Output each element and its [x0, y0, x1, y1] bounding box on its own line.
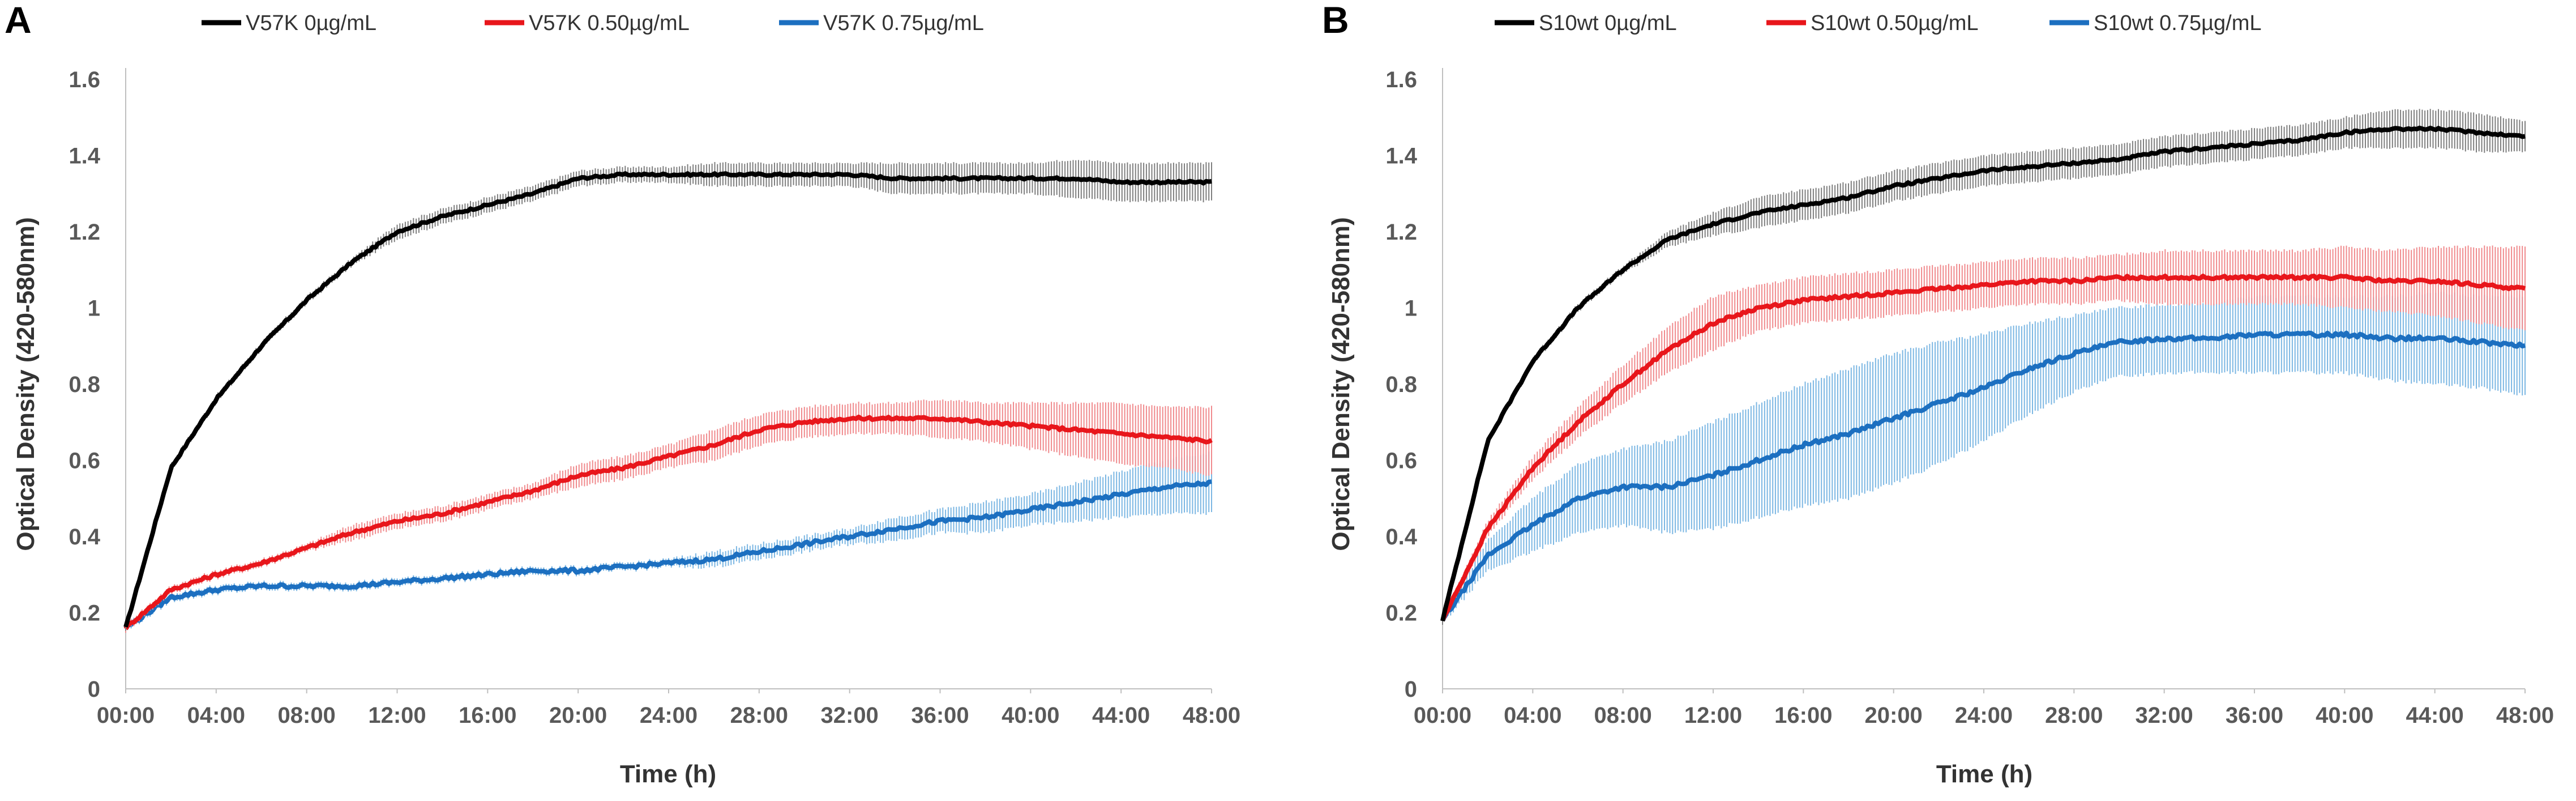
panel-b-x-tick-label: 20:00	[1865, 703, 1923, 728]
panel-b-legend-label: S10wt 0.75µg/mL	[2094, 11, 2262, 35]
panel-a-y-tick-label: 0.8	[69, 372, 100, 397]
panel-b-x-tick-label: 28:00	[2045, 703, 2103, 728]
panel-letter-a: A	[5, 0, 32, 41]
panel-a-x-tick-label: 36:00	[911, 703, 969, 728]
panel-b-y-tick-label: 0.8	[1385, 372, 1417, 397]
panel-a-legend-label: V57K 0µg/mL	[246, 11, 376, 35]
panel-a-series-1-line	[123, 171, 1212, 628]
panel-b-y-tick-label: 1.2	[1385, 220, 1417, 245]
panel-b-x-tick-label: 04:00	[1504, 703, 1561, 728]
panel-b-series-3-error-bars	[1442, 292, 2526, 624]
panel-a-x-tick-label: 08:00	[278, 703, 336, 728]
panel-b-legend-item-1: S10wt 0µg/mL	[1495, 11, 1677, 35]
panel-b-legend-label: S10wt 0µg/mL	[1539, 11, 1677, 35]
panel-a-series-2-line	[123, 414, 1213, 630]
panel-a-series-3-error-bar-set	[125, 451, 1212, 633]
panel-a-y-tick-label: 0.6	[69, 449, 100, 474]
panel-a-x-tick-label: 16:00	[459, 703, 516, 728]
panel-b-x-tick-label: 16:00	[1774, 703, 1832, 728]
panel-a-y-tick-label: 0	[88, 677, 100, 702]
panel-a-x-tick-label: 00:00	[97, 703, 155, 728]
panel-a-x-tick-label: 12:00	[368, 703, 426, 728]
panel-b-y-tick-label: 0.4	[1385, 525, 1417, 549]
panel-a-x-tick-label: 20:00	[549, 703, 607, 728]
panel-b-series-3-error-bar-set	[1442, 292, 2526, 624]
panel-a-legend-item-2: V57K 0.50µg/mL	[485, 11, 690, 35]
panel-b-legend-item-3: S10wt 0.75µg/mL	[2049, 11, 2262, 35]
panel-a-x-tick-label: 28:00	[730, 703, 788, 728]
panel-a-x-tick-label: 48:00	[1183, 703, 1240, 728]
panel-b-legend-label: S10wt 0.50µg/mL	[1811, 11, 1979, 35]
panel-b-x-tick-label: 24:00	[1955, 703, 2013, 728]
panel-b-x-axis-title: Time (h)	[1936, 760, 2032, 788]
panel-a-y-tick-label: 1	[88, 296, 100, 321]
panel-a-legend-item-3: V57K 0.75µg/mL	[779, 11, 984, 35]
panel-a-y-tick-label: 0.4	[69, 525, 100, 549]
panel-a-chart: A V57K 0µg/mL V57K 0.50µg/mL V57K 0.75µg/m…	[5, 0, 1240, 788]
panel-a-legend: V57K 0µg/mL V57K 0.50µg/mL V57K 0.75µg/mL	[202, 11, 984, 35]
panel-a-legend-label: V57K 0.75µg/mL	[823, 11, 984, 35]
panel-b-y-tick-label: 0.2	[1385, 601, 1417, 626]
panel-b-y-tick-label: 0	[1405, 677, 1417, 702]
panel-a-y-axis-title: Optical Density (420-580nm)	[12, 217, 40, 551]
panel-a-x-tick-label: 44:00	[1092, 703, 1150, 728]
panel-b-y-tick-label: 1.6	[1385, 67, 1417, 92]
panel-b-x-tick-label: 48:00	[2496, 703, 2554, 728]
panel-b-x-tick-label: 08:00	[1594, 703, 1652, 728]
panel-b-y-axis-title: Optical Density (420-580nm)	[1327, 217, 1355, 551]
panel-b-x-tick-label: 36:00	[2226, 703, 2283, 728]
panel-b-x-tick-label: 40:00	[2316, 703, 2373, 728]
panel-b-series-1-line	[1440, 125, 2526, 622]
panel-a-x-tick-label: 32:00	[821, 703, 879, 728]
panel-b-x-tick-label: 32:00	[2136, 703, 2193, 728]
panel-b-x-tick-label: 44:00	[2406, 703, 2464, 728]
panel-a-x-tick-label: 04:00	[187, 703, 245, 728]
panel-b-y-tick-label: 1	[1405, 296, 1417, 321]
panel-a-y-tick-label: 0.2	[69, 601, 100, 626]
panel-b-series-3-line	[1440, 330, 2526, 621]
panel-b-chart: B S10wt 0µg/mL S10wt 0.50µg/mL S10wt 0.75µ…	[1322, 0, 2554, 788]
panel-a-x-tick-label: 40:00	[1002, 703, 1059, 728]
panel-a-x-tick-label: 24:00	[640, 703, 698, 728]
panel-a-y-tick-label: 1.4	[69, 144, 100, 169]
panel-b-series-2-line	[1440, 274, 2526, 622]
panel-b-x-tick-label: 00:00	[1414, 703, 1471, 728]
panel-a-series-3-error-bars	[125, 451, 1212, 633]
panel-a-y-tick-label: 1.2	[69, 220, 100, 245]
panel-b-y-tick-label: 1.4	[1385, 144, 1417, 169]
panel-a-y-tick-label: 1.6	[69, 67, 100, 92]
panel-b-x-tick-label: 12:00	[1684, 703, 1742, 728]
panel-b-legend: S10wt 0µg/mL S10wt 0.50µg/mL S10wt 0.75µg/…	[1495, 11, 2262, 35]
panel-b-legend-item-2: S10wt 0.50µg/mL	[1766, 11, 1979, 35]
panel-b-y-tick-label: 0.6	[1385, 449, 1417, 474]
panel-a-x-axis-title: Time (h)	[620, 760, 716, 788]
panel-a-series-3-line	[123, 479, 1212, 630]
panel-a-legend-label: V57K 0.50µg/mL	[529, 11, 690, 35]
panel-letter-b: B	[1322, 0, 1349, 41]
panel-a-legend-item-1: V57K 0µg/mL	[202, 11, 376, 35]
